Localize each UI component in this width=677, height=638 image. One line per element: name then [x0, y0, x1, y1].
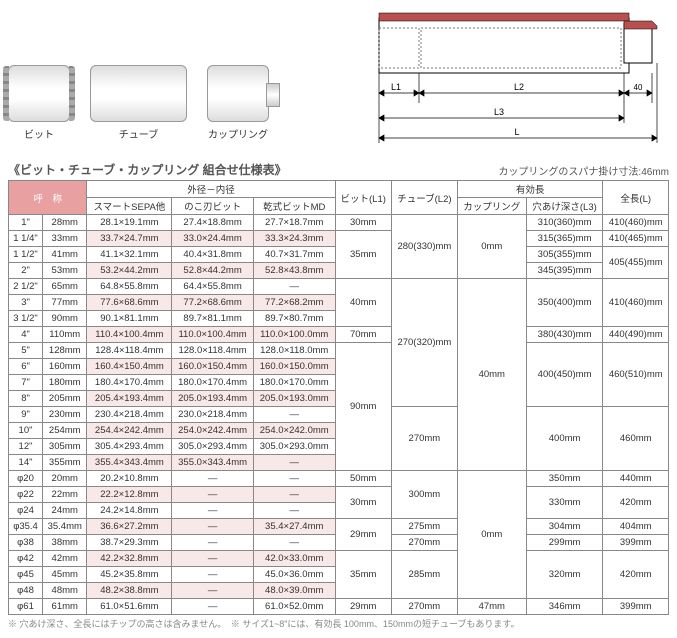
table-row: 1"28mm28.1×19.1mm27.4×18.8mm27.7×18.7mm3… [9, 215, 669, 231]
table-row: 4"110mm110.4×100.4mm110.0×100.4mm110.0×1… [9, 327, 669, 343]
table-row: φ6161mm61.0×51.6mm—61.0×52.0mm29mm270mm4… [9, 599, 669, 615]
dim-l1: L1 [391, 82, 401, 92]
th-noko: のこ刃ビット [172, 198, 254, 215]
coupling-shape [207, 65, 269, 122]
dim-l3: L3 [494, 107, 504, 117]
table-row: 2 1/2"65mm64.8×55.8mm64.4×55.8mm—40mm270… [9, 279, 669, 295]
th-dry: 乾式ビットMD [253, 198, 335, 215]
spanner-note: カップリングのスパナ掛け寸法:46mm [498, 163, 669, 178]
part-coupling: カップリング [207, 65, 269, 141]
th-bit-l1: ビット(L1) [335, 181, 391, 215]
th-coupling: カップリング [457, 198, 526, 215]
coupling-label: カップリング [208, 126, 268, 141]
tube-shape [90, 65, 187, 122]
table-title: 《ビット・チューブ・カップリング 組合せ仕様表》 [8, 161, 287, 178]
dimension-diagram: L1 L2 40 L3 L [369, 8, 669, 151]
table-row: φ2222mm22.2×12.8mm——30mm330mm420mm [9, 487, 669, 503]
th-depth: 穴あけ深さ(L3) [526, 198, 603, 215]
footnote: ※ 穴あけ深さ、全長にはチップの高さは含みません。 ※ サイズ1~8"には、有効… [8, 617, 669, 630]
dim-l2: L2 [514, 82, 524, 92]
spec-table: 呼 称 外径－内径 ビット(L1) チューブ(L2) 有効長 全長(L) スマー… [8, 180, 669, 615]
parts-illustration: ビット チューブ カップリング [8, 8, 369, 151]
dim-40: 40 [634, 83, 643, 92]
th-smart: スマートSEPA他 [87, 198, 172, 215]
part-bit: ビット [8, 65, 70, 141]
table-row: 1 1/4"33mm33.7×24.7mm33.0×24.4mm33.3×24.… [9, 231, 669, 247]
part-tube: チューブ [90, 65, 187, 141]
bit-label: ビット [24, 126, 54, 141]
table-row: φ2020mm20.2×10.8mm——50mm300mm0mm350mm440… [9, 471, 669, 487]
th-effective: 有効長 [457, 181, 603, 198]
table-row: φ35.435.4mm36.6×27.2mm—35.4×27.4mm29mm27… [9, 519, 669, 535]
table-row: φ4242mm42.2×32.8mm—42.0×33.0mm35mm285mm3… [9, 551, 669, 567]
th-name: 呼 称 [9, 181, 87, 215]
dim-l: L [514, 127, 519, 137]
tube-label: チューブ [119, 126, 158, 141]
title-row: 《ビット・チューブ・カップリング 組合せ仕様表》 カップリングのスパナ掛け寸法:… [8, 161, 669, 178]
th-outer-inner: 外径－内径 [87, 181, 335, 198]
table-row: 5"128mm128.4×118.4mm128.0×118.4mm128.0×1… [9, 343, 669, 359]
bit-shape [8, 65, 70, 122]
th-total-l: 全長(L) [603, 181, 669, 215]
top-illustration-row: ビット チューブ カップリング [8, 8, 669, 151]
th-tube-l2: チューブ(L2) [391, 181, 457, 215]
